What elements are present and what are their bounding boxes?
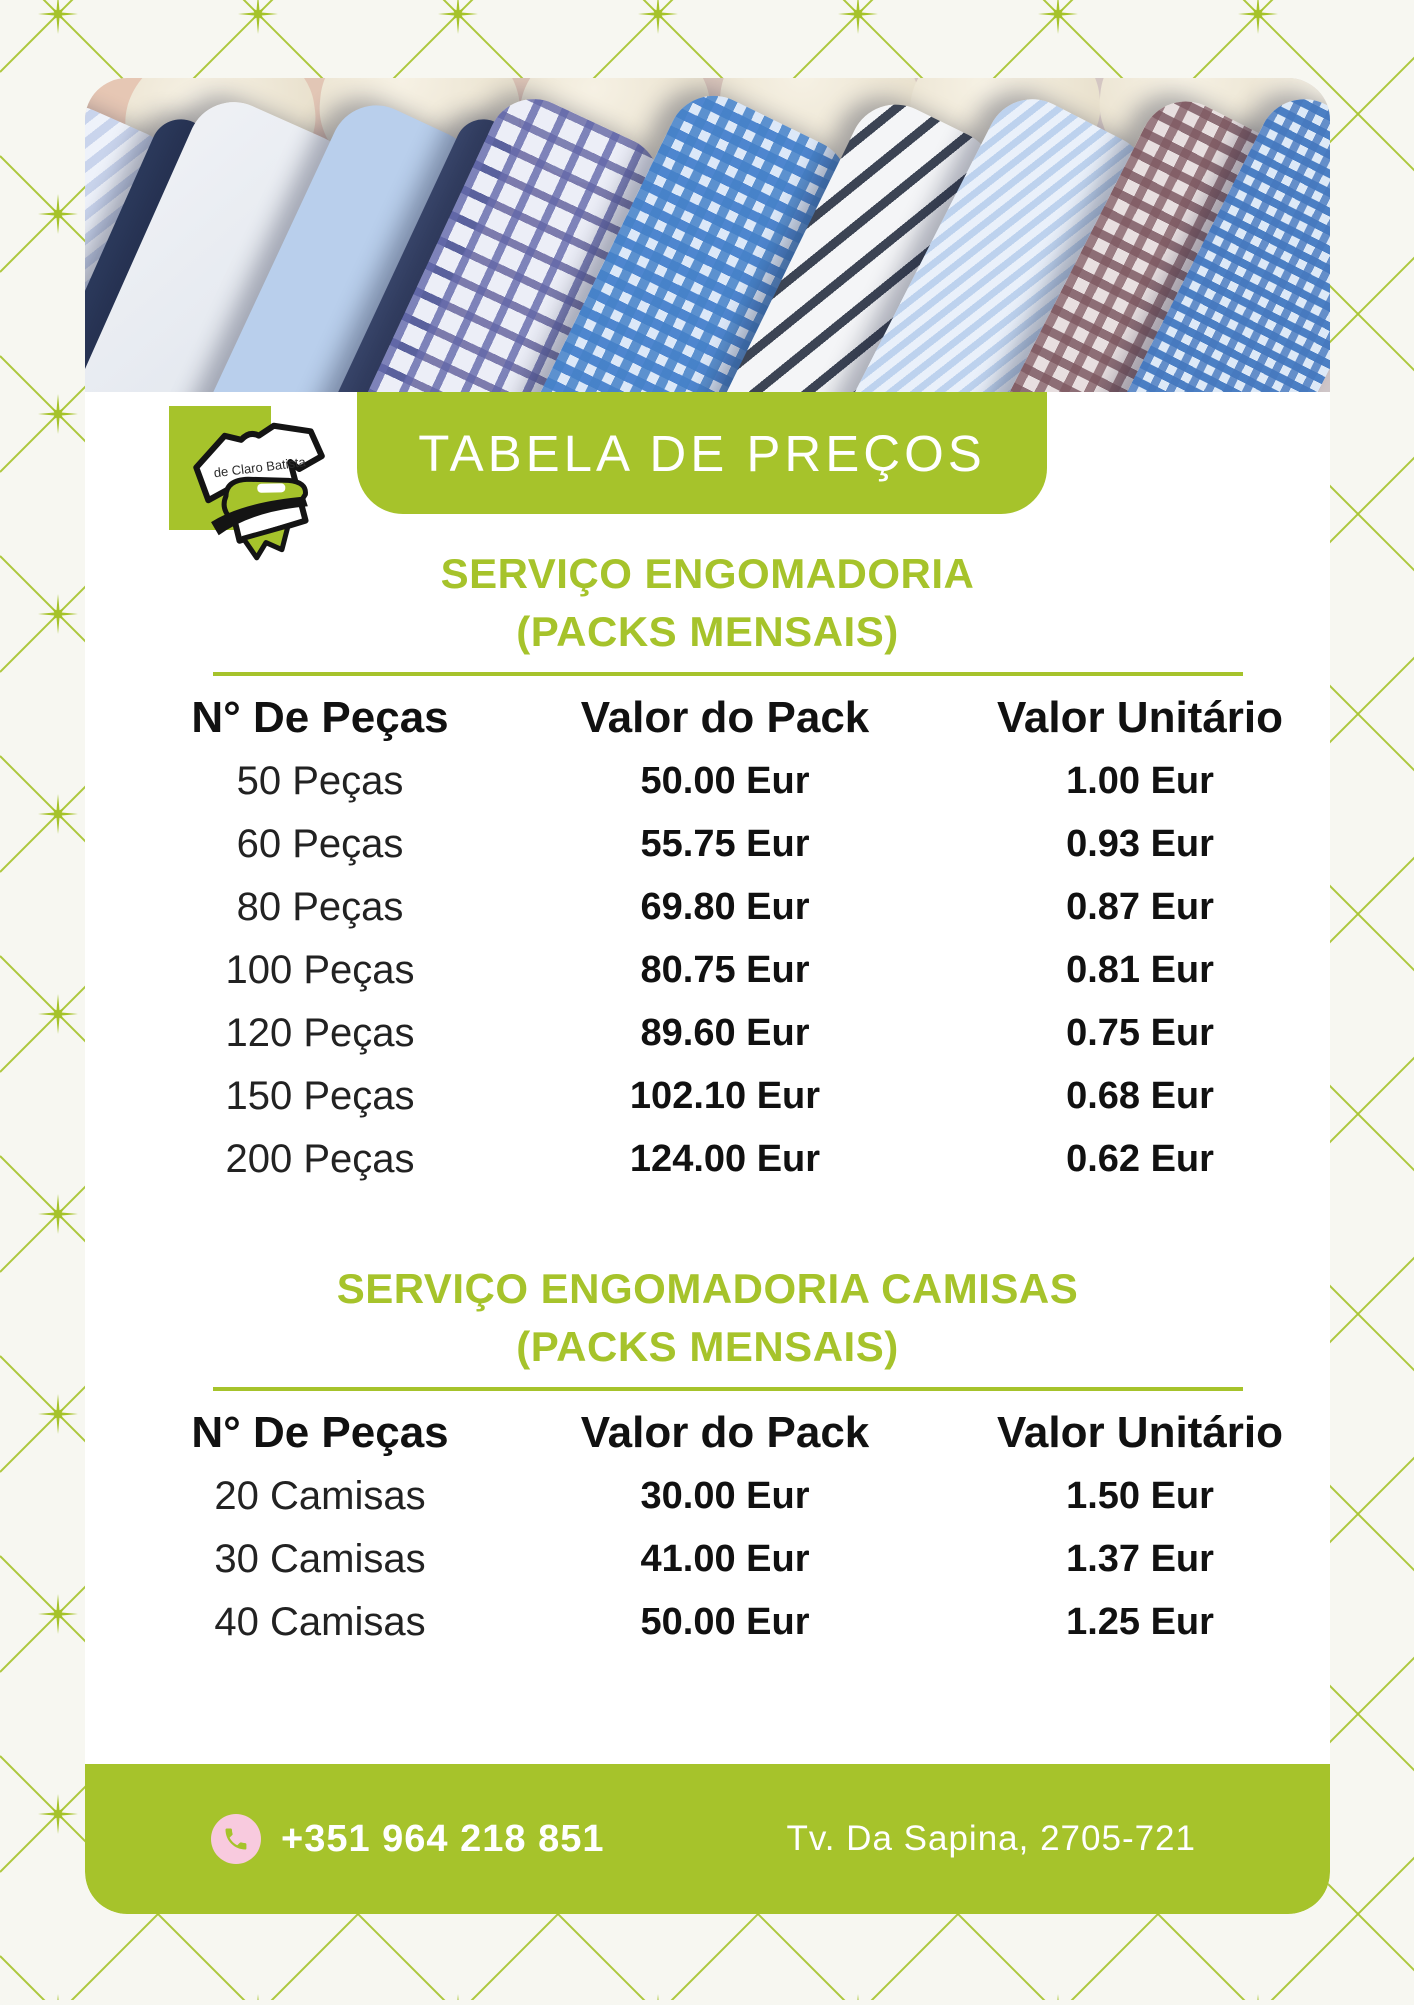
cell-pieces: 150 Peças bbox=[225, 1074, 415, 1118]
cell-pack-value: 124.00 Eur bbox=[629, 1138, 821, 1180]
col-pieces: N° De Peças bbox=[191, 1408, 449, 1457]
cell-unit-value: 0.75 Eur bbox=[1066, 1012, 1214, 1054]
phone-number: +351 964 218 851 bbox=[281, 1817, 605, 1860]
price-card: TABELA DE PREÇOS de Claro Batista SERVIÇ… bbox=[85, 78, 1330, 1914]
table-row: 120 Peças 89.60 Eur 0.75 Eur bbox=[145, 1002, 1330, 1065]
table-row: 40 Camisas 50.00 Eur 1.25 Eur bbox=[145, 1591, 1330, 1654]
cell-pack-value: 89.60 Eur bbox=[640, 1012, 810, 1054]
col-pieces: N° De Peças bbox=[191, 693, 449, 742]
sparkle-star-icon bbox=[238, 0, 278, 34]
table-row: 20 Camisas 30.00 Eur 1.50 Eur bbox=[145, 1465, 1330, 1528]
cell-pack-value: 69.80 Eur bbox=[640, 886, 810, 928]
cell-pack-value: 50.00 Eur bbox=[640, 1601, 810, 1643]
col-pack: Valor do Pack bbox=[580, 693, 870, 742]
table-row: 100 Peças 80.75 Eur 0.81 Eur bbox=[145, 939, 1330, 1002]
sparkle-star-icon bbox=[38, 1594, 78, 1634]
cell-pieces: 60 Peças bbox=[236, 822, 404, 866]
cell-unit-value: 0.87 Eur bbox=[1066, 886, 1214, 928]
title-banner: TABELA DE PREÇOS bbox=[357, 392, 1047, 514]
phone-glyph bbox=[225, 1828, 247, 1850]
divider-line bbox=[213, 672, 1243, 676]
table-row: 150 Peças 102.10 Eur 0.68 Eur bbox=[145, 1065, 1330, 1128]
phone-icon bbox=[211, 1814, 261, 1864]
cell-pieces: 100 Peças bbox=[225, 948, 415, 992]
page-title: TABELA DE PREÇOS bbox=[418, 424, 986, 482]
cell-pack-value: 50.00 Eur bbox=[640, 760, 810, 802]
cell-pieces: 200 Peças bbox=[225, 1137, 415, 1181]
sparkle-star-icon bbox=[38, 594, 78, 634]
sparkle-star-icon bbox=[38, 1794, 78, 1834]
cell-unit-value: 0.81 Eur bbox=[1066, 949, 1214, 991]
shirts-photo bbox=[85, 78, 1330, 392]
cell-pieces: 80 Peças bbox=[236, 885, 404, 929]
cell-pack-value: 80.75 Eur bbox=[640, 949, 810, 991]
section-title: SERVIÇO ENGOMADORIA bbox=[440, 550, 975, 597]
sparkle-star-icon bbox=[1238, 0, 1278, 34]
address: Tv. Da Sapina, 2705-721 bbox=[786, 1819, 1196, 1858]
table-row: 200 Peças 124.00 Eur 0.62 Eur bbox=[145, 1128, 1330, 1191]
cell-pieces: 120 Peças bbox=[225, 1011, 415, 1055]
cell-unit-value: 1.50 Eur bbox=[1066, 1475, 1214, 1517]
section-engomadoria: SERVIÇO ENGOMADORIA (PACKS MENSAIS) N° D… bbox=[85, 548, 1330, 1191]
cell-pack-value: 30.00 Eur bbox=[640, 1475, 810, 1517]
logo-swoosh bbox=[211, 496, 308, 536]
cell-unit-value: 1.37 Eur bbox=[1066, 1538, 1214, 1580]
divider-line bbox=[213, 1387, 1243, 1391]
sparkle-star-icon bbox=[38, 794, 78, 834]
section-subtitle: (PACKS MENSAIS) bbox=[516, 608, 899, 655]
sparkle-star-icon bbox=[38, 0, 78, 34]
cell-pieces: 30 Camisas bbox=[214, 1537, 426, 1581]
section-subtitle: (PACKS MENSAIS) bbox=[516, 1323, 899, 1370]
col-pack: Valor do Pack bbox=[580, 1408, 870, 1457]
cell-unit-value: 0.93 Eur bbox=[1066, 823, 1214, 865]
table-row: 50 Peças 50.00 Eur 1.00 Eur bbox=[145, 750, 1330, 813]
table-header: N° De Peças Valor do Pack Valor Unitário bbox=[145, 686, 1330, 750]
sparkle-star-icon bbox=[38, 194, 78, 234]
brand-logo: de Claro Batista bbox=[169, 406, 325, 561]
logo-iron-handle bbox=[257, 483, 286, 493]
phone-group: +351 964 218 851 bbox=[211, 1814, 604, 1864]
cell-pack-value: 102.10 Eur bbox=[629, 1075, 821, 1117]
sparkle-star-icon bbox=[1038, 0, 1078, 34]
table-row: 80 Peças 69.80 Eur 0.87 Eur bbox=[145, 876, 1330, 939]
col-unit: Valor Unitário bbox=[996, 1408, 1284, 1457]
cell-pack-value: 55.75 Eur bbox=[640, 823, 810, 865]
cell-unit-value: 0.62 Eur bbox=[1066, 1138, 1214, 1180]
sparkle-star-icon bbox=[838, 0, 878, 34]
table-row: 60 Peças 55.75 Eur 0.93 Eur bbox=[145, 813, 1330, 876]
cell-pieces: 50 Peças bbox=[236, 759, 404, 803]
table-header: N° De Peças Valor do Pack Valor Unitário bbox=[145, 1401, 1330, 1465]
section-engomadoria-camisas: SERVIÇO ENGOMADORIA CAMISAS (PACKS MENSA… bbox=[85, 1263, 1330, 1654]
footer-bar: +351 964 218 851 Tv. Da Sapina, 2705-721 bbox=[85, 1764, 1330, 1914]
col-unit: Valor Unitário bbox=[996, 693, 1284, 742]
table-row: 30 Camisas 41.00 Eur 1.37 Eur bbox=[145, 1528, 1330, 1591]
cell-unit-value: 1.25 Eur bbox=[1066, 1601, 1214, 1643]
cell-pieces: 40 Camisas bbox=[214, 1600, 426, 1644]
sparkle-star-icon bbox=[38, 394, 78, 434]
cell-pieces: 20 Camisas bbox=[214, 1474, 426, 1518]
sparkle-star-icon bbox=[38, 1194, 78, 1234]
sparkle-star-icon bbox=[38, 994, 78, 1034]
sparkle-star-icon bbox=[438, 0, 478, 34]
cell-unit-value: 0.68 Eur bbox=[1066, 1075, 1214, 1117]
logo-tail bbox=[240, 523, 291, 561]
sparkle-star-icon bbox=[38, 1394, 78, 1434]
cell-unit-value: 1.00 Eur bbox=[1066, 760, 1214, 802]
sparkle-star-icon bbox=[638, 0, 678, 34]
section-title: SERVIÇO ENGOMADORIA CAMISAS bbox=[336, 1265, 1079, 1312]
cell-pack-value: 41.00 Eur bbox=[640, 1538, 810, 1580]
